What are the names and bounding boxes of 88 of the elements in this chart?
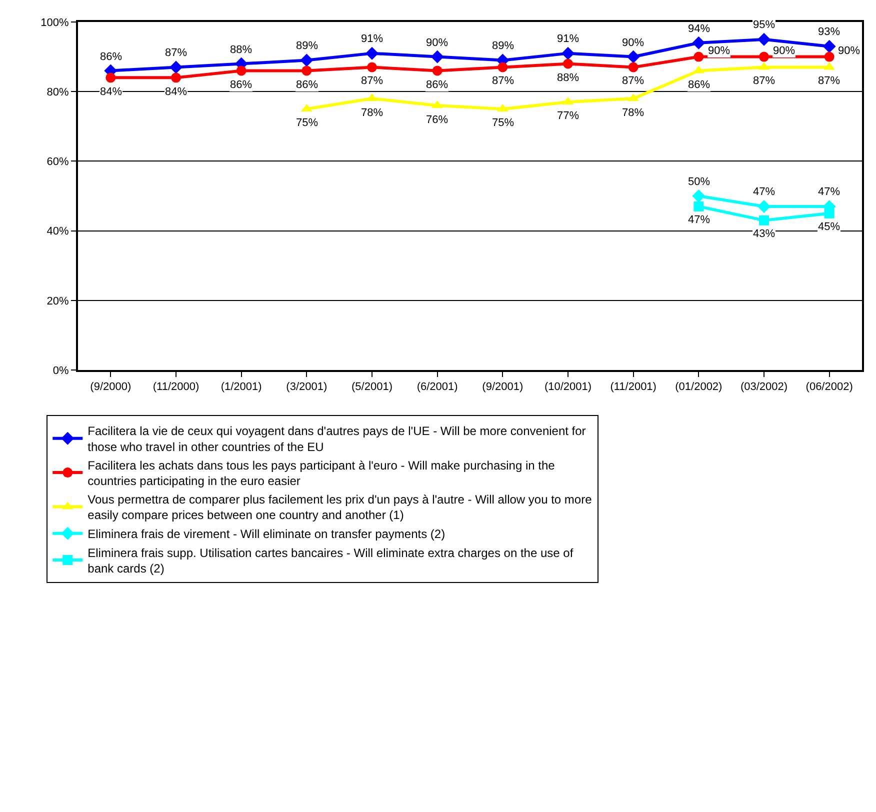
y-tick-label: 80% — [46, 86, 70, 98]
data-label: 87% — [622, 75, 644, 87]
point — [302, 66, 312, 76]
data-label: 90% — [773, 45, 796, 57]
data-label: 50% — [688, 176, 710, 188]
x-tick-label: (1/2001) — [220, 381, 262, 394]
data-label: 86% — [230, 79, 252, 91]
data-label: 84% — [100, 86, 122, 98]
data-label: 75% — [492, 117, 514, 129]
data-label: 87% — [492, 75, 514, 87]
point — [563, 58, 573, 69]
data-label: 87% — [165, 47, 188, 59]
point — [758, 200, 770, 213]
point — [692, 190, 706, 202]
data-label: 45% — [818, 221, 840, 233]
data-label: 88% — [230, 44, 252, 56]
data-label: 95% — [753, 19, 776, 31]
legend-label: Facilitera la vie de ceux qui voyagent dans d'autres pays de l'UE - Will be more convenient for those who travel in other countries of the EU — [88, 424, 586, 454]
x-tick-label: (6/2001) — [416, 381, 458, 394]
x-tick-label: (9/2000) — [90, 381, 132, 394]
point — [759, 215, 769, 226]
data-label: 91% — [557, 33, 580, 45]
data-label: 84% — [165, 86, 188, 98]
data-label: 47% — [753, 186, 776, 198]
y-tick-label: 40% — [46, 226, 70, 238]
data-label: 43% — [753, 228, 776, 240]
data-label: 94% — [688, 23, 710, 35]
data-label: 88% — [557, 72, 580, 84]
point — [170, 60, 182, 74]
point — [692, 36, 706, 50]
x-tick-label: (01/2002) — [675, 381, 722, 394]
x-tick-label: (06/2002) — [806, 381, 853, 394]
point — [824, 208, 834, 218]
data-label: 90% — [708, 45, 730, 57]
data-label: 86% — [296, 79, 318, 91]
data-label: 75% — [296, 117, 318, 129]
data-label: 90% — [838, 45, 860, 57]
x-tick-label: (11/2000) — [152, 381, 200, 394]
point — [626, 50, 640, 64]
data-label: 86% — [688, 79, 710, 91]
point — [824, 52, 834, 62]
data-label: 78% — [622, 107, 644, 119]
data-label: 78% — [361, 107, 384, 119]
x-tick-label: (9/2001) — [482, 381, 524, 394]
point — [759, 52, 769, 62]
x-tick-label: (11/2001) — [610, 381, 656, 394]
data-label: 86% — [100, 51, 122, 63]
point — [694, 52, 704, 62]
data-label: 90% — [622, 37, 644, 49]
point — [822, 40, 836, 53]
data-label: 87% — [753, 75, 776, 87]
y-tick-label: 100% — [40, 16, 70, 29]
point — [432, 66, 442, 76]
y-tick-label: 20% — [46, 295, 70, 308]
data-label: 77% — [557, 110, 580, 122]
x-tick-label: (03/2002) — [740, 381, 788, 394]
x-tick-label: (5/2001) — [352, 381, 392, 394]
data-label: 86% — [426, 79, 448, 91]
point — [366, 46, 378, 60]
data-label: 87% — [818, 75, 840, 87]
point — [562, 46, 574, 60]
data-label: 91% — [361, 33, 384, 45]
data-label: 76% — [426, 114, 448, 126]
data-label: 90% — [426, 37, 448, 49]
point — [300, 54, 314, 67]
legend-label: Vous permettra de comparer plus facilement les prix d'un pays à l'autre - Will allow you to more easily compare prices between one country and another (1) — [88, 492, 592, 522]
point — [171, 72, 181, 83]
point — [106, 72, 116, 83]
data-label: 87% — [361, 75, 384, 87]
point — [236, 66, 246, 76]
y-tick-label: 60% — [46, 156, 70, 168]
data-label: 89% — [492, 40, 514, 52]
point — [498, 62, 508, 72]
point — [694, 201, 704, 212]
legend-label: Eliminera frais supp. Utilisation cartes bancaires - Will eliminate extra charges on the use of bank cards (2) — [88, 546, 574, 576]
data-label: 89% — [296, 40, 318, 52]
data-label: 47% — [688, 214, 710, 226]
legend-label: Facilitera les achats dans tous les pays participant à l'euro - Will make purchasing in the countries participating in the euro easier — [88, 458, 556, 488]
data-label: 93% — [818, 26, 840, 38]
point — [430, 50, 444, 64]
point — [367, 62, 377, 72]
x-tick-label: (10/2001) — [544, 381, 592, 394]
legend-label: Eliminera frais de virement - Will eliminate on transfer payments (2) — [88, 527, 446, 542]
data-label: 47% — [818, 186, 840, 198]
point — [628, 62, 638, 72]
y-tick-label: 0% — [52, 364, 70, 377]
x-tick-label: (3/2001) — [286, 381, 328, 394]
point — [758, 32, 770, 46]
